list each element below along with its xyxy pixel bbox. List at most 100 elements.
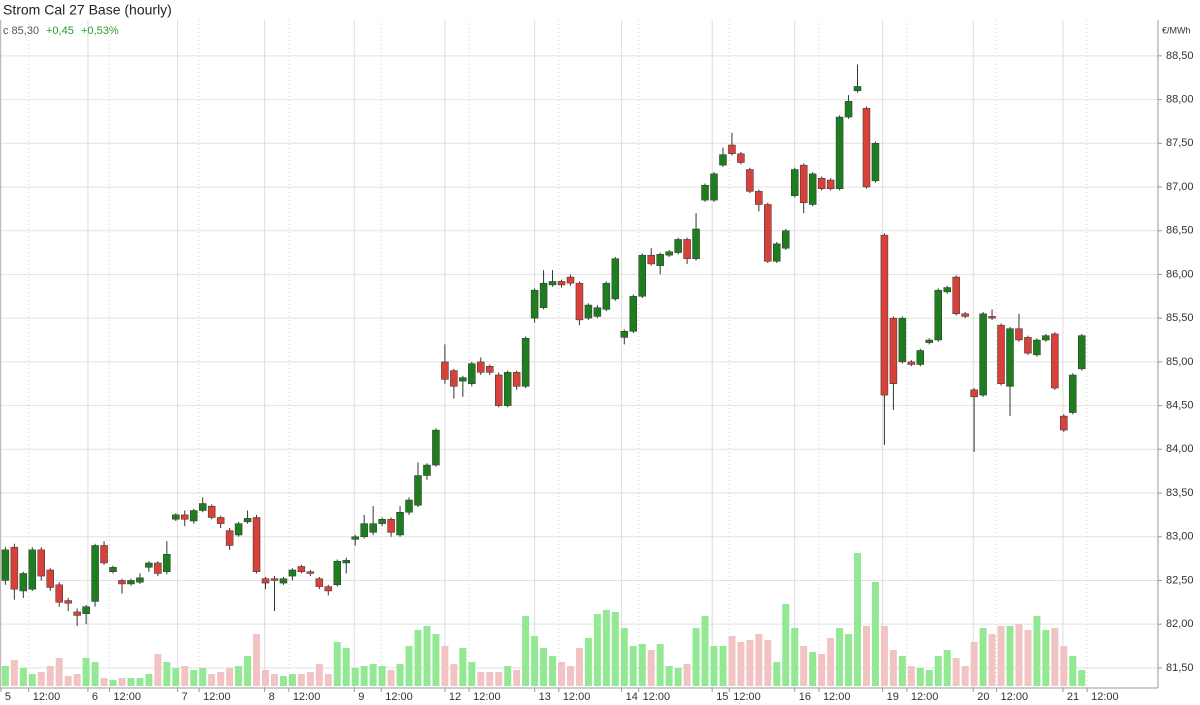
volume-bar <box>540 648 548 686</box>
x-tick-label: 20 <box>977 691 989 703</box>
chart-title: Strom Cal 27 Base (hourly) <box>3 2 172 18</box>
candle-body <box>835 116 844 189</box>
x-tick-label: 19 <box>887 691 899 703</box>
candle-body <box>1060 415 1068 431</box>
candle-body <box>620 331 629 338</box>
y-tick-label: 85,50 <box>1166 312 1194 324</box>
candle-body <box>234 523 243 536</box>
candle-body <box>782 230 790 249</box>
y-tick-label: 87,00 <box>1166 181 1194 193</box>
volume-bar <box>818 654 826 686</box>
volume-bar <box>270 674 278 686</box>
candle-body <box>970 389 978 398</box>
x-tick-label: 13 <box>539 691 551 703</box>
candle-body <box>997 324 1005 384</box>
volume-bar <box>163 662 171 686</box>
y-tick-label: 83,00 <box>1166 531 1194 543</box>
volume-bar <box>862 626 870 686</box>
y-tick-label: 84,50 <box>1166 399 1194 411</box>
volume-bar <box>1006 626 1014 686</box>
volume-bar <box>73 674 81 686</box>
volume-bar <box>324 674 332 686</box>
volume-bar <box>674 668 682 686</box>
candle-body <box>548 281 557 286</box>
volume-bar <box>253 634 261 686</box>
y-tick-label: 83,50 <box>1166 487 1194 499</box>
volume-bar <box>477 672 485 686</box>
candle-body <box>198 503 207 511</box>
volume-bar <box>396 664 404 686</box>
candle-body <box>423 464 431 476</box>
candle-body <box>64 600 72 604</box>
candle-body <box>602 282 611 310</box>
candle-body <box>37 549 46 577</box>
x-tick-label: 6 <box>92 691 98 703</box>
volume-bar <box>961 666 969 686</box>
x-tick-label: 12:00 <box>733 691 761 703</box>
candle-body <box>1042 335 1050 341</box>
volume-bar <box>800 646 808 686</box>
volume-bar <box>629 646 637 686</box>
volume-bar <box>297 674 305 686</box>
candle-body <box>521 338 530 387</box>
candle-body <box>324 586 333 592</box>
volume-bar <box>432 634 440 686</box>
y-tick-label: 82,00 <box>1166 618 1194 630</box>
volume-bar <box>611 612 619 686</box>
volume-bar <box>1051 628 1059 686</box>
candle-body <box>297 566 306 572</box>
price-change-pct: +0,53% <box>81 25 119 37</box>
candle-body <box>216 517 225 524</box>
candle-body <box>450 370 458 387</box>
candle-body <box>315 578 324 587</box>
x-tick-label: 12:00 <box>203 691 231 703</box>
candle-body <box>907 361 916 365</box>
x-tick-label: 15 <box>716 691 728 703</box>
y-tick-label: 81,50 <box>1166 662 1194 674</box>
volume-bar <box>1015 624 1023 686</box>
candle-body <box>207 505 216 518</box>
volume-bar <box>387 670 395 686</box>
candle-body <box>396 512 404 536</box>
candle-body <box>683 239 691 259</box>
candle-body <box>494 374 503 406</box>
candle-body <box>790 169 799 196</box>
candle-body <box>889 317 898 384</box>
candle-body <box>28 549 37 590</box>
volume-bar <box>1042 630 1050 686</box>
candle-body <box>270 578 279 581</box>
candle-body <box>530 289 539 319</box>
candle-body <box>1024 337 1032 354</box>
candle-body <box>10 546 19 590</box>
candle-body <box>638 254 646 297</box>
volume-bar <box>531 636 539 686</box>
volume-bar <box>486 672 494 686</box>
candle-body <box>181 514 189 520</box>
candle-body <box>871 143 880 182</box>
y-tick-label: 86,50 <box>1166 225 1194 237</box>
candle-body <box>503 372 512 406</box>
x-tick-label: 16 <box>799 691 811 703</box>
volume-layer <box>1 553 1086 686</box>
candle-body <box>46 569 54 588</box>
volume-bar <box>809 652 817 686</box>
candle-body <box>136 577 144 583</box>
candle-body <box>925 339 934 343</box>
volume-bar <box>988 634 996 686</box>
volume-bar <box>665 666 673 686</box>
volume-bar <box>423 626 431 686</box>
candle-body <box>611 258 620 300</box>
candle-body <box>369 523 377 533</box>
candle-body <box>1006 328 1014 387</box>
candle-body <box>584 304 593 319</box>
candle-body <box>279 578 288 584</box>
volume-bar <box>1 666 9 686</box>
volume-bar <box>504 666 512 686</box>
candle-body <box>988 316 996 319</box>
candle-body <box>432 429 440 466</box>
volume-bar <box>782 604 790 686</box>
candle-layer <box>1 64 1086 626</box>
candle-body <box>512 372 521 387</box>
candle-body <box>1 549 10 581</box>
